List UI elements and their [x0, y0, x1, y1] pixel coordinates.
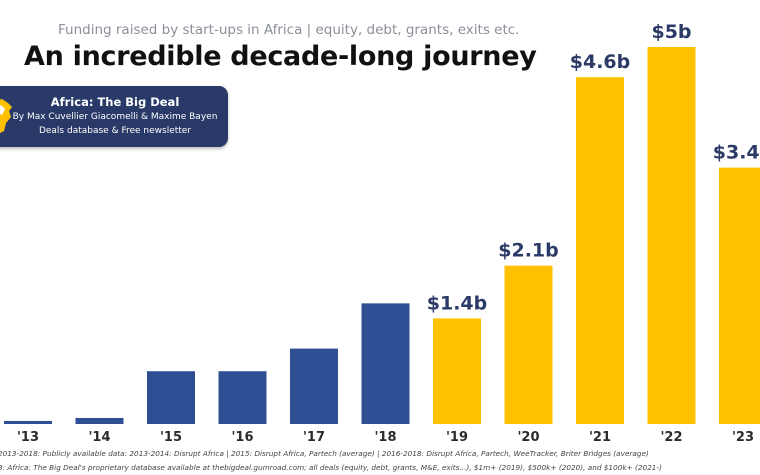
data-label-10: $3.4b: [713, 142, 760, 164]
bar-4: [290, 348, 338, 424]
bar-1: [75, 417, 124, 424]
chart-subtitle: Funding raised by start-ups in Africa | …: [58, 22, 520, 38]
bar-3: [218, 371, 267, 424]
badge-title: Africa: The Big Deal: [50, 95, 180, 109]
x-tick-label-9: '22: [660, 430, 682, 445]
bar-6: [433, 318, 481, 424]
data-label-9: $5b: [651, 21, 691, 43]
source-badge[interactable]: Africa: The Big Deal By Max Cuvellier Gi…: [0, 86, 228, 147]
chart-title: An incredible decade-long journey: [24, 41, 537, 72]
data-label-8: $4.6b: [570, 51, 630, 73]
bar-5: [361, 303, 410, 424]
bar-7: [504, 265, 553, 424]
footnotes: 2013-2018: Publicly available data: 2013…: [0, 447, 760, 475]
x-tick-label-7: '20: [517, 430, 539, 445]
badge-authors: By Max Cuvellier Giacomelli & Maxime Bay…: [12, 112, 218, 122]
x-tick-label-10: '23: [732, 430, 754, 445]
bar-2: [147, 371, 195, 424]
badge-tagline: Deals database & Free newsletter: [38, 126, 192, 136]
bar-0: [4, 420, 52, 424]
x-tick-label-5: '18: [374, 430, 396, 445]
x-tick-label-2: '15: [160, 430, 182, 445]
x-tick-label-0: '13: [17, 430, 39, 445]
footnote-line-1: 2013-2018: Publicly available data: 2013…: [0, 449, 649, 458]
bar-8: [576, 77, 624, 424]
x-tick-label-6: '19: [446, 430, 468, 445]
x-tick-label-4: '17: [303, 430, 325, 445]
x-tick-label-8: '21: [589, 430, 611, 445]
data-label-7: $2.1b: [498, 240, 558, 262]
footnote-line-2: 3: Africa: The Big Deal's proprietary da…: [0, 463, 662, 472]
data-label-6: $1.4b: [427, 292, 487, 314]
bar-10: [719, 167, 760, 424]
x-tick-label-1: '14: [88, 430, 110, 445]
africa-map-icon: [0, 99, 12, 133]
x-tick-label-3: '16: [231, 430, 253, 445]
bar-9: [647, 47, 696, 424]
